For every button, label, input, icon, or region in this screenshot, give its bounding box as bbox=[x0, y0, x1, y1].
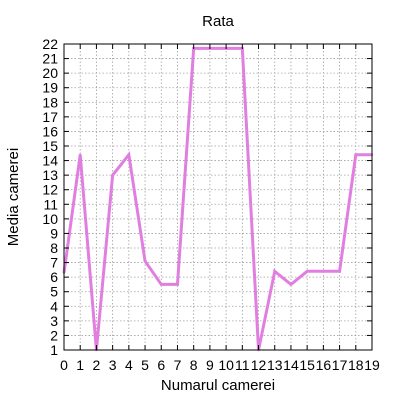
x-tick-label: 12 bbox=[251, 357, 267, 373]
data-point bbox=[305, 270, 309, 273]
data-point bbox=[111, 173, 114, 177]
y-tick-label: 16 bbox=[42, 123, 58, 139]
chart-title: Rata bbox=[202, 13, 234, 30]
y-tick-label: 6 bbox=[50, 269, 58, 285]
series-line bbox=[62, 46, 372, 351]
x-tick-label: 15 bbox=[299, 357, 315, 373]
y-tick-label: 17 bbox=[42, 109, 58, 125]
x-tick-label: 8 bbox=[190, 357, 198, 373]
plot-frame bbox=[63, 43, 373, 351]
y-tick-label: 15 bbox=[42, 138, 58, 154]
y-tick-label: 13 bbox=[42, 167, 58, 183]
data-point bbox=[160, 283, 163, 286]
data-point bbox=[176, 283, 179, 286]
y-tick-label: 19 bbox=[42, 80, 58, 96]
x-tick-label: 18 bbox=[348, 357, 364, 373]
y-tick-label: 4 bbox=[50, 298, 58, 314]
data-point bbox=[354, 153, 357, 156]
y-tick-label: 21 bbox=[42, 51, 58, 67]
x-tick-label: 5 bbox=[141, 357, 149, 373]
y-tick-label: 2 bbox=[50, 327, 58, 343]
data-point bbox=[289, 283, 293, 286]
data-point bbox=[322, 270, 325, 273]
x-tick-label: 1 bbox=[76, 357, 84, 373]
y-tick-label: 12 bbox=[42, 182, 58, 198]
y-tick-label: 10 bbox=[42, 211, 58, 227]
y-tick-label: 7 bbox=[50, 255, 58, 271]
y-tick-label: 14 bbox=[42, 153, 58, 169]
data-point bbox=[127, 153, 131, 156]
x-tick-labels: 0 1 2 3 4 5 6 7 8 9 10 11 12 13 14 15 16 17 18 19 bbox=[60, 357, 380, 373]
x-tick-label: 13 bbox=[267, 357, 283, 373]
x-tick-label: 4 bbox=[125, 357, 133, 373]
x-tick-label: 7 bbox=[174, 357, 182, 373]
x-tick-label: 3 bbox=[109, 357, 117, 373]
y-tick-label: 1 bbox=[50, 342, 58, 358]
y-tick-label: 20 bbox=[42, 65, 58, 81]
y-tick-label: 11 bbox=[43, 196, 58, 212]
y-tick-label: 18 bbox=[42, 94, 58, 110]
y-tick-label: 9 bbox=[50, 225, 58, 241]
x-tick-label: 11 bbox=[235, 357, 250, 373]
data-point bbox=[338, 270, 341, 273]
x-tick-label: 9 bbox=[206, 357, 214, 373]
x-tick-label: 10 bbox=[218, 357, 234, 373]
y-tick-label: 8 bbox=[50, 240, 58, 256]
y-tick-label: 5 bbox=[50, 284, 58, 300]
y-axis-label: Media camerei bbox=[5, 148, 22, 246]
x-tick-label: 19 bbox=[364, 357, 380, 373]
x-tick-label: 14 bbox=[283, 357, 299, 373]
x-tick-label: 6 bbox=[157, 357, 165, 373]
x-tick-label: 17 bbox=[332, 357, 348, 373]
data-point bbox=[143, 259, 147, 263]
data-point bbox=[273, 270, 276, 273]
y-tick-label: 3 bbox=[50, 313, 58, 329]
data-point bbox=[79, 153, 82, 156]
series-layer bbox=[62, 46, 374, 352]
x-tick-label: 2 bbox=[93, 357, 101, 373]
y-tick-label: 22 bbox=[42, 36, 58, 52]
x-tick-label: 16 bbox=[316, 357, 332, 373]
grid bbox=[63, 43, 373, 351]
x-tick-label: 0 bbox=[60, 357, 68, 373]
tick-marks bbox=[63, 43, 373, 351]
x-axis-label: Numarul camerei bbox=[161, 377, 275, 394]
